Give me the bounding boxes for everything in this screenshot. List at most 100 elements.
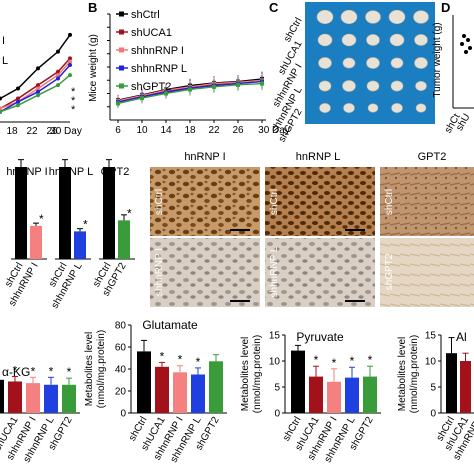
series-lines [116, 71, 264, 109]
y-tick-label: 10 [425, 357, 437, 368]
ihc-row-label: shGPT2 [384, 253, 395, 290]
x-tick-label: 18 [6, 126, 18, 137]
legend-marker [119, 83, 124, 89]
ihc-row-label: shhnRNP I [154, 248, 165, 296]
bar [460, 361, 471, 413]
y-axis-label: Mice weight (g) [88, 34, 99, 102]
significance-star: * [160, 349, 165, 363]
bar [173, 372, 187, 413]
tumor [388, 9, 406, 25]
bar [291, 350, 305, 413]
data-point [16, 103, 20, 108]
data-point [0, 106, 2, 111]
data-point [36, 83, 40, 88]
data-points [460, 34, 472, 54]
significance-star: * [13, 363, 18, 377]
bar [103, 167, 115, 259]
tumor [413, 10, 429, 24]
panel-letter-d: D [441, 0, 450, 15]
significance-star: * [196, 355, 201, 369]
bar [30, 225, 42, 259]
data-point [16, 99, 20, 104]
tumor [389, 33, 405, 47]
alanine-chart: Al Metabolites level (nmol/mg.protein) 0 5 10… [397, 330, 474, 462]
tumor [342, 80, 356, 92]
y-tick-label: 80 [115, 321, 127, 332]
x-tick-label: 6 [115, 125, 121, 136]
ihc-image-grid: hnRNP I hnRNP L GPT2 shCtrl shhnRNP I sh… [150, 151, 474, 307]
panel-letter-b: B [88, 0, 97, 15]
data-point [468, 46, 472, 50]
ihc-image [265, 167, 375, 236]
ihc-image [150, 238, 260, 307]
ihc-image [265, 238, 375, 307]
y-tick-label: 40 [115, 365, 127, 376]
data-point [0, 109, 2, 114]
tumor [340, 9, 358, 25]
x-tick-label: 30 Day [258, 125, 290, 136]
legend-label: shUCA1 [131, 27, 172, 39]
bar [0, 379, 4, 413]
data-point [56, 83, 60, 88]
significance-star: * [39, 212, 44, 226]
legend-marker [119, 11, 124, 17]
y-tick-label: 5 [274, 383, 280, 394]
data-point [0, 96, 2, 101]
tumor [366, 34, 380, 46]
tumor [415, 103, 427, 113]
data-point [140, 96, 144, 101]
data-point [462, 34, 466, 38]
tumor [366, 80, 380, 92]
ihc-image [380, 238, 474, 307]
tumor [341, 33, 357, 47]
row-label: shCtrl [282, 16, 305, 44]
y-tick-label: 0 [430, 409, 436, 420]
data-point [16, 96, 20, 101]
significance-star: * [67, 365, 72, 379]
legend-label: shGPT2 [131, 81, 171, 93]
tumor [316, 9, 334, 25]
y-axis-label: Metabolites level [397, 337, 408, 411]
x-tick-label: 30 Day [50, 126, 82, 137]
data-point [68, 56, 72, 61]
ihc-image [380, 167, 474, 236]
bar [446, 353, 457, 413]
column-title: hnRNP I [184, 151, 225, 163]
x-tick-label: 22 [26, 126, 38, 137]
y-axis-label: (nmol/mg.protein) [409, 335, 420, 413]
y-axis-label: (nmol/mg.protein) [252, 335, 263, 413]
legend-fragment: I [2, 35, 5, 47]
bar [327, 381, 341, 413]
significance-star: * [31, 364, 36, 378]
legend-fragment: L [2, 55, 8, 67]
column-title: hnRNP L [296, 151, 340, 163]
bar [118, 220, 130, 259]
y-tick-label: 15 [269, 331, 281, 342]
significance-star: * [350, 354, 355, 368]
y-axis-label: Tumor weight (g) [432, 22, 443, 97]
tumor [415, 81, 427, 91]
chart-title: Glutamate [142, 318, 198, 332]
data-point [188, 87, 192, 92]
y-tick-label: 20 [115, 387, 127, 398]
data-point [460, 42, 464, 46]
data-point [464, 50, 468, 54]
x-tick-label: 22 [208, 125, 220, 136]
bar [345, 377, 359, 413]
data-point [68, 32, 72, 37]
tumor [414, 34, 428, 46]
tumor [318, 80, 332, 92]
tumor-grid [316, 9, 429, 113]
data-point [68, 63, 72, 68]
tumor [317, 33, 333, 47]
tumor [319, 103, 331, 113]
x-tick-label: 18 [184, 125, 196, 136]
ihc-row-label: shCtrl [384, 189, 395, 215]
y-tick-label: 60 [115, 343, 127, 354]
chart-title: Pyruvate [296, 330, 344, 344]
ihc-row-label: shCtrl [269, 189, 280, 215]
